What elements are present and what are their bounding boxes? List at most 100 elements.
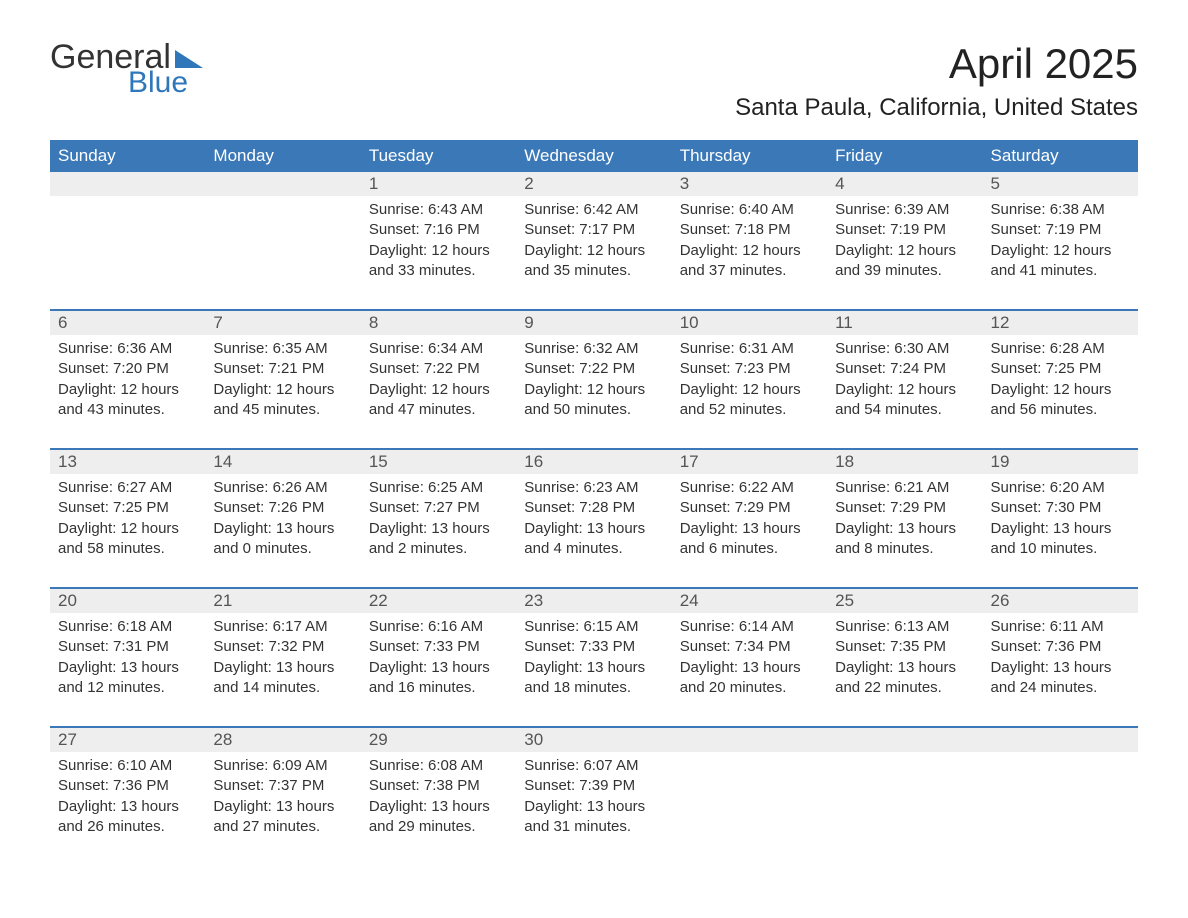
- day-content-cell: Sunrise: 6:34 AMSunset: 7:22 PMDaylight:…: [361, 335, 516, 449]
- day-header-row: Sunday Monday Tuesday Wednesday Thursday…: [50, 140, 1138, 172]
- sunrise-text: Sunrise: 6:42 AM: [524, 200, 663, 220]
- day-number-cell: 11: [827, 311, 982, 335]
- sunset-text: Sunset: 7:22 PM: [524, 359, 663, 379]
- day-number-cell: 16: [516, 450, 671, 474]
- sunrise-text: Sunrise: 6:31 AM: [680, 339, 819, 359]
- day-number-cell: 27: [50, 728, 205, 752]
- sunrise-text: Sunrise: 6:16 AM: [369, 617, 508, 637]
- day-number-cell: 4: [827, 172, 982, 196]
- daylight-text: Daylight: 13 hours and 14 minutes.: [213, 658, 352, 699]
- day-content-cell: Sunrise: 6:35 AMSunset: 7:21 PMDaylight:…: [205, 335, 360, 449]
- sunset-text: Sunset: 7:36 PM: [991, 637, 1130, 657]
- sunrise-text: Sunrise: 6:30 AM: [835, 339, 974, 359]
- sunset-text: Sunset: 7:39 PM: [524, 776, 663, 796]
- sunset-text: Sunset: 7:31 PM: [58, 637, 197, 657]
- sunset-text: Sunset: 7:16 PM: [369, 220, 508, 240]
- day-content-row: Sunrise: 6:27 AMSunset: 7:25 PMDaylight:…: [50, 474, 1138, 588]
- daylight-text: Daylight: 13 hours and 10 minutes.: [991, 519, 1130, 560]
- day-content-cell: Sunrise: 6:22 AMSunset: 7:29 PMDaylight:…: [672, 474, 827, 588]
- day-number-cell: [827, 728, 982, 752]
- day-number-cell: 30: [516, 728, 671, 752]
- day-content-cell: Sunrise: 6:07 AMSunset: 7:39 PMDaylight:…: [516, 752, 671, 865]
- sunset-text: Sunset: 7:38 PM: [369, 776, 508, 796]
- day-number-cell: 25: [827, 589, 982, 613]
- page-header: General Blue April 2025 Santa Paula, Cal…: [50, 40, 1138, 122]
- day-number-row: 12345: [50, 172, 1138, 196]
- day-content-cell: [827, 752, 982, 865]
- day-number-cell: [50, 172, 205, 196]
- sunrise-text: Sunrise: 6:43 AM: [369, 200, 508, 220]
- daylight-text: Daylight: 12 hours and 58 minutes.: [58, 519, 197, 560]
- sunrise-text: Sunrise: 6:07 AM: [524, 756, 663, 776]
- sunrise-text: Sunrise: 6:40 AM: [680, 200, 819, 220]
- day-number-row: 6789101112: [50, 311, 1138, 335]
- daylight-text: Daylight: 12 hours and 35 minutes.: [524, 241, 663, 282]
- sunset-text: Sunset: 7:29 PM: [835, 498, 974, 518]
- day-content-cell: Sunrise: 6:13 AMSunset: 7:35 PMDaylight:…: [827, 613, 982, 727]
- day-content-cell: Sunrise: 6:21 AMSunset: 7:29 PMDaylight:…: [827, 474, 982, 588]
- day-number-cell: 21: [205, 589, 360, 613]
- sunrise-text: Sunrise: 6:15 AM: [524, 617, 663, 637]
- sunset-text: Sunset: 7:24 PM: [835, 359, 974, 379]
- day-number-cell: 9: [516, 311, 671, 335]
- day-header: Saturday: [983, 140, 1138, 172]
- sunset-text: Sunset: 7:17 PM: [524, 220, 663, 240]
- day-content-row: Sunrise: 6:10 AMSunset: 7:36 PMDaylight:…: [50, 752, 1138, 865]
- day-content-cell: Sunrise: 6:09 AMSunset: 7:37 PMDaylight:…: [205, 752, 360, 865]
- sunrise-text: Sunrise: 6:28 AM: [991, 339, 1130, 359]
- day-number-cell: 10: [672, 311, 827, 335]
- sunset-text: Sunset: 7:26 PM: [213, 498, 352, 518]
- sunset-text: Sunset: 7:32 PM: [213, 637, 352, 657]
- day-content-cell: Sunrise: 6:40 AMSunset: 7:18 PMDaylight:…: [672, 196, 827, 310]
- day-content-cell: Sunrise: 6:08 AMSunset: 7:38 PMDaylight:…: [361, 752, 516, 865]
- daylight-text: Daylight: 12 hours and 37 minutes.: [680, 241, 819, 282]
- day-content-cell: Sunrise: 6:10 AMSunset: 7:36 PMDaylight:…: [50, 752, 205, 865]
- sunset-text: Sunset: 7:33 PM: [524, 637, 663, 657]
- day-content-cell: [50, 196, 205, 310]
- day-content-cell: Sunrise: 6:43 AMSunset: 7:16 PMDaylight:…: [361, 196, 516, 310]
- day-content-cell: Sunrise: 6:16 AMSunset: 7:33 PMDaylight:…: [361, 613, 516, 727]
- sunrise-text: Sunrise: 6:20 AM: [991, 478, 1130, 498]
- daylight-text: Daylight: 12 hours and 43 minutes.: [58, 380, 197, 421]
- day-number-cell: 3: [672, 172, 827, 196]
- month-title: April 2025: [735, 40, 1138, 88]
- day-content-cell: Sunrise: 6:28 AMSunset: 7:25 PMDaylight:…: [983, 335, 1138, 449]
- day-number-cell: 12: [983, 311, 1138, 335]
- daylight-text: Daylight: 12 hours and 33 minutes.: [369, 241, 508, 282]
- sunset-text: Sunset: 7:19 PM: [991, 220, 1130, 240]
- sunset-text: Sunset: 7:19 PM: [835, 220, 974, 240]
- day-content-cell: Sunrise: 6:20 AMSunset: 7:30 PMDaylight:…: [983, 474, 1138, 588]
- day-number-cell: 14: [205, 450, 360, 474]
- day-number-cell: 13: [50, 450, 205, 474]
- day-content-cell: Sunrise: 6:14 AMSunset: 7:34 PMDaylight:…: [672, 613, 827, 727]
- day-header: Wednesday: [516, 140, 671, 172]
- daylight-text: Daylight: 13 hours and 8 minutes.: [835, 519, 974, 560]
- daylight-text: Daylight: 13 hours and 6 minutes.: [680, 519, 819, 560]
- daylight-text: Daylight: 12 hours and 47 minutes.: [369, 380, 508, 421]
- sunrise-text: Sunrise: 6:10 AM: [58, 756, 197, 776]
- day-content-cell: Sunrise: 6:17 AMSunset: 7:32 PMDaylight:…: [205, 613, 360, 727]
- day-number-cell: 20: [50, 589, 205, 613]
- sunrise-text: Sunrise: 6:22 AM: [680, 478, 819, 498]
- sunrise-text: Sunrise: 6:26 AM: [213, 478, 352, 498]
- sunrise-text: Sunrise: 6:38 AM: [991, 200, 1130, 220]
- daylight-text: Daylight: 13 hours and 27 minutes.: [213, 797, 352, 838]
- logo: General Blue: [50, 40, 203, 98]
- day-number-cell: 18: [827, 450, 982, 474]
- day-number-row: 13141516171819: [50, 450, 1138, 474]
- day-number-cell: [983, 728, 1138, 752]
- sunrise-text: Sunrise: 6:32 AM: [524, 339, 663, 359]
- daylight-text: Daylight: 12 hours and 50 minutes.: [524, 380, 663, 421]
- daylight-text: Daylight: 13 hours and 29 minutes.: [369, 797, 508, 838]
- sunset-text: Sunset: 7:25 PM: [991, 359, 1130, 379]
- sunrise-text: Sunrise: 6:23 AM: [524, 478, 663, 498]
- logo-text-blue: Blue: [128, 68, 203, 98]
- day-number-row: 20212223242526: [50, 589, 1138, 613]
- day-number-cell: 28: [205, 728, 360, 752]
- daylight-text: Daylight: 13 hours and 24 minutes.: [991, 658, 1130, 699]
- sunrise-text: Sunrise: 6:13 AM: [835, 617, 974, 637]
- day-content-cell: Sunrise: 6:11 AMSunset: 7:36 PMDaylight:…: [983, 613, 1138, 727]
- sunset-text: Sunset: 7:20 PM: [58, 359, 197, 379]
- sunset-text: Sunset: 7:33 PM: [369, 637, 508, 657]
- day-content-cell: Sunrise: 6:15 AMSunset: 7:33 PMDaylight:…: [516, 613, 671, 727]
